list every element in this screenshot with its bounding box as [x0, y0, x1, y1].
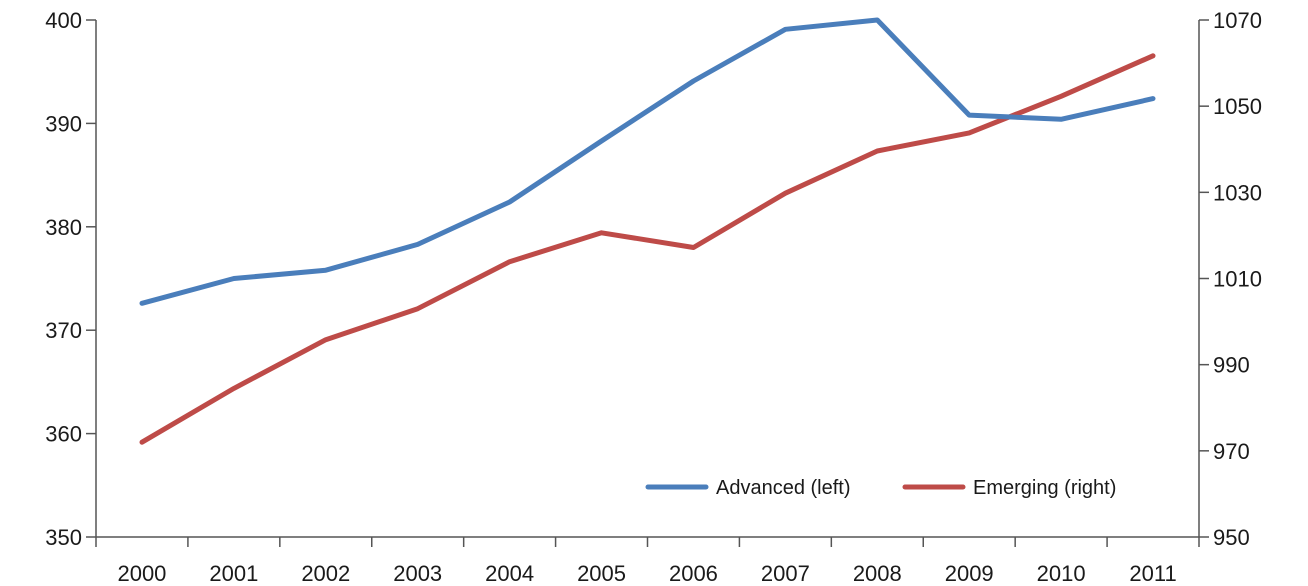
right-tick-label: 970	[1213, 439, 1250, 464]
right-tick-label: 1070	[1213, 8, 1262, 33]
x-axis-ticks: 2000 2001 2002 2003 2004 2005 2006 2007 2008 2009…	[95, 537, 1200, 586]
right-axis-ticks: 950 970 990 1010 1030 1050 1070	[1199, 8, 1262, 550]
x-tick-label: 2007	[761, 561, 810, 586]
right-tick-label: 950	[1213, 525, 1250, 550]
left-axis-ticks: 350 360 370 380 390 400	[45, 8, 96, 550]
right-tick-label: 990	[1213, 353, 1250, 378]
left-tick-label: 400	[45, 8, 82, 33]
right-tick-label: 1030	[1213, 180, 1262, 205]
left-tick-label: 360	[45, 422, 82, 447]
series-line-emerging	[139, 53, 1156, 445]
legend-label-advanced: Advanced (left)	[716, 477, 851, 499]
right-tick-label: 1010	[1213, 267, 1262, 292]
x-tick-label: 2011	[1129, 561, 1176, 586]
series-line-advanced	[139, 17, 1156, 306]
x-tick-label: 2005	[577, 561, 626, 586]
legend-label-emerging: Emerging (right)	[973, 477, 1116, 499]
x-tick-label: 2004	[485, 561, 534, 586]
x-tick-label: 2000	[117, 561, 166, 586]
x-tick-label: 2003	[393, 561, 442, 586]
x-tick-label: 2002	[301, 561, 350, 586]
left-tick-label: 350	[45, 525, 82, 550]
x-tick-label: 2001	[209, 561, 258, 586]
left-tick-label: 370	[45, 318, 82, 343]
series-lines	[139, 17, 1156, 445]
x-tick-label: 2006	[669, 561, 718, 586]
x-tick-label: 2009	[945, 561, 994, 586]
left-tick-label: 380	[45, 215, 82, 240]
legend: Advanced (left) Emerging (right)	[645, 477, 1116, 499]
right-tick-label: 1050	[1213, 94, 1262, 119]
left-tick-label: 390	[45, 111, 82, 136]
x-tick-label: 2008	[853, 561, 902, 586]
x-tick-label: 2010	[1037, 561, 1086, 586]
